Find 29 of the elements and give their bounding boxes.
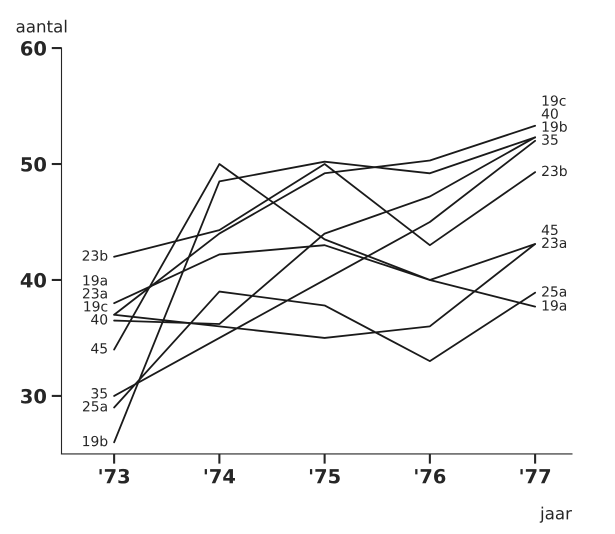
series-label: 45 xyxy=(91,343,107,354)
x-tick-label: '77 xyxy=(520,469,550,484)
series-label: 40 xyxy=(91,314,108,325)
y-tick-label: 40 xyxy=(20,272,46,288)
y-tick-label: 60 xyxy=(21,41,46,56)
series-label: 23a xyxy=(542,238,566,248)
y-tick-label: 50 xyxy=(21,156,46,172)
text: 19a xyxy=(83,275,107,286)
y-axis-title: aantal xyxy=(16,20,66,33)
series-label: 19a xyxy=(542,300,566,311)
x-tick-label: '75 xyxy=(310,469,340,484)
series-label: 23b xyxy=(82,250,108,261)
text: 40 xyxy=(542,108,558,119)
text: 23b xyxy=(542,165,567,176)
text: 19b xyxy=(542,121,567,132)
x-axis-title: jaar xyxy=(540,506,572,523)
series-label: 25a xyxy=(542,286,566,297)
series-label: 19b xyxy=(83,436,108,446)
text: 19c xyxy=(542,95,566,106)
series-label: 35 xyxy=(542,134,558,145)
text: 45 xyxy=(542,224,558,236)
text: 23a xyxy=(82,288,107,299)
x-tick-label: '73 xyxy=(99,468,130,484)
y-tick-label: 30 xyxy=(21,388,46,404)
x-tick-label: '74 xyxy=(204,469,235,484)
text: 35 xyxy=(92,388,107,399)
x-tick-label: '76 xyxy=(415,468,446,484)
text: 25a xyxy=(82,401,107,412)
series-label: 19c xyxy=(84,301,108,312)
